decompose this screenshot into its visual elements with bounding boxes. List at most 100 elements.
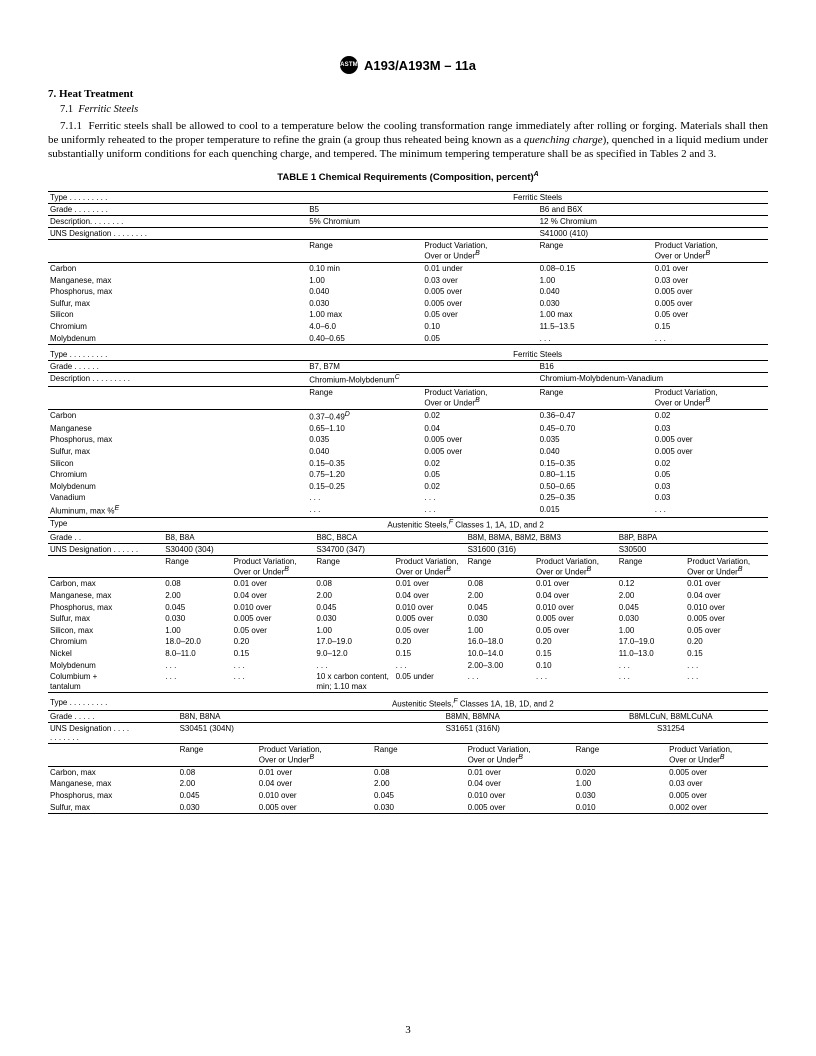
table-row: Molybdenum. . .. . .. . .. . .2.00–3.000…	[48, 660, 768, 672]
col-range: Range	[307, 240, 422, 263]
col-prodvar: Product Variation,Over or UnderB	[653, 386, 768, 409]
table-row: Chromium0.75–1.200.050.80–1.150.05	[48, 469, 768, 481]
cell: 12 % Chromium	[538, 216, 768, 228]
col-range: Range	[466, 555, 534, 578]
cell: Austenitic Steels,F Classes 1A, 1B, 1D, …	[178, 697, 768, 710]
table-row: Chromium4.0–6.00.1011.5–13.50.15	[48, 321, 768, 333]
table-row: Manganese, max2.000.04 over2.000.04 over…	[48, 590, 768, 602]
table-row: Phosphorus, max0.0450.010 over0.0450.010…	[48, 790, 768, 802]
cell: S34700 (347)	[314, 543, 465, 555]
table-row: Carbon0.37–0.49D0.020.36–0.470.02	[48, 409, 768, 423]
cell: S31651 (316N)	[372, 723, 574, 744]
col-range: Range	[538, 386, 653, 409]
table-row: Carbon0.10 min0.01 under0.08–0.150.01 ov…	[48, 263, 768, 275]
table-row: Silicon1.00 max0.05 over1.00 max0.05 ove…	[48, 309, 768, 321]
cell: B8P, B8PA	[617, 531, 768, 543]
table-row: Carbon, max0.080.01 over0.080.01 over0.0…	[48, 578, 768, 590]
table-1-block-3: TypeAustenitic Steels,F Classes 1, 1A, 1…	[48, 517, 768, 693]
table-row: Sulfur, max0.0300.005 over0.0300.005 ove…	[48, 802, 768, 814]
table-row: Vanadium. . .. . .0.25–0.350.03	[48, 492, 768, 504]
cell: B16	[538, 361, 768, 373]
col-range: Range	[372, 744, 466, 767]
cell: S30400 (304)	[163, 543, 314, 555]
table-row: Phosphorus, max0.0400.005 over0.0400.005…	[48, 286, 768, 298]
label-uns: UNS Designation . . . .. . . . . . .	[48, 723, 178, 744]
cell: B7, B7M	[307, 361, 537, 373]
label-grade: Grade . .	[48, 531, 163, 543]
cell: B5	[307, 204, 537, 216]
astm-logo-icon: ASTM	[340, 56, 358, 74]
col-range: Range	[617, 555, 685, 578]
cell: Chromium-Molybdenum-Vanadium	[538, 373, 768, 387]
cell: S31600 (316)	[466, 543, 617, 555]
label-type: Type . . . . . . . . .	[48, 697, 178, 710]
cell: S30451 (304N)	[178, 723, 372, 744]
cell: Ferritic Steels	[307, 192, 768, 204]
cell: S30500	[617, 543, 768, 555]
doc-id: A193/A193M – 11a	[364, 58, 476, 73]
table-row: Chromium18.0–20.00.2017.0–19.00.2016.0–1…	[48, 636, 768, 648]
cell: B8MLCuN, B8MLCuNA	[574, 711, 768, 723]
table-row: Molybdenum0.40–0.650.05. . .. . .	[48, 333, 768, 345]
section-heading: 7. Heat Treatment	[48, 88, 768, 100]
label-type: Type . . . . . . . . .	[48, 349, 307, 361]
table-row: Manganese, max1.000.03 over1.000.03 over	[48, 275, 768, 287]
table-row: Carbon, max0.080.01 over0.080.01 over0.0…	[48, 766, 768, 778]
cell	[307, 228, 537, 240]
label-type: Type . . . . . . . . .	[48, 192, 307, 204]
cell: Ferritic Steels	[307, 349, 768, 361]
subsection-heading: 7.1 Ferritic Steels	[60, 104, 768, 115]
col-range: Range	[538, 240, 653, 263]
col-prodvar: Product Variation,Over or UnderB	[422, 240, 537, 263]
col-range: Range	[574, 744, 668, 767]
cell: B8M, B8MA, B8M2, B8M3	[466, 531, 617, 543]
cell: B8, B8A	[163, 531, 314, 543]
table-row: Sulfur, max0.0300.005 over0.0300.005 ove…	[48, 298, 768, 310]
table-row: Manganese, max2.000.04 over2.000.04 over…	[48, 778, 768, 790]
col-prodvar: Product Variation,Over or UnderB	[232, 555, 315, 578]
cell: Chromium-MolybdenumC	[307, 373, 537, 387]
table-row: Silicon, max1.000.05 over1.000.05 over1.…	[48, 625, 768, 637]
table-1-title: TABLE 1 Chemical Requirements (Compositi…	[48, 171, 768, 183]
table-row: Phosphorus, max0.0350.005 over0.0350.005…	[48, 434, 768, 446]
paragraph-7-1-1: 7.1.1 Ferritic steels shall be allowed t…	[48, 119, 768, 161]
cell: 5% Chromium	[307, 216, 537, 228]
table-1-block-1: Type . . . . . . . . .Ferritic Steels Gr…	[48, 191, 768, 345]
cell: B8N, B8NA	[178, 711, 372, 723]
page-header: ASTM A193/A193M – 11a	[48, 56, 768, 74]
col-prodvar: Product Variation,Over or UnderB	[667, 744, 768, 767]
table-1-block-2: Type . . . . . . . . .Ferritic Steels Gr…	[48, 349, 768, 517]
table-row: Nickel8.0–11.00.159.0–12.00.1510.0–14.00…	[48, 648, 768, 660]
cell: S41000 (410)	[538, 228, 768, 240]
label-grade: Grade . . . . .	[48, 711, 178, 723]
table-1-block-4: Type . . . . . . . . .Austenitic Steels,…	[48, 697, 768, 814]
col-range: Range	[163, 555, 231, 578]
col-prodvar: Product Variation,Over or UnderB	[685, 555, 768, 578]
table-row: Manganese0.65–1.100.040.45–0.700.03	[48, 423, 768, 435]
cell: B8MN, B8MNA	[372, 711, 574, 723]
label-grade: Grade . . . . . .	[48, 361, 307, 373]
col-range: Range	[314, 555, 393, 578]
cell: S31254	[574, 723, 768, 744]
col-prodvar: Product Variation,Over or UnderB	[534, 555, 617, 578]
table-row: Phosphorus, max0.0450.010 over0.0450.010…	[48, 602, 768, 614]
label-description: Description . . . . . . . . .	[48, 373, 307, 387]
label-uns: UNS Designation . . . . . . . .	[48, 228, 307, 240]
col-prodvar: Product Variation,Over or UnderB	[422, 386, 537, 409]
table-row: Sulfur, max0.0300.005 over0.0300.005 ove…	[48, 613, 768, 625]
cell: B8C, B8CA	[314, 531, 465, 543]
cell: B6 and B6X	[538, 204, 768, 216]
label-type: Type	[48, 518, 163, 532]
cell: Austenitic Steels,F Classes 1, 1A, 1D, a…	[163, 518, 768, 532]
table-row: Silicon0.15–0.350.020.15–0.350.02	[48, 458, 768, 470]
table-row: Molybdenum0.15–0.250.020.50–0.650.03	[48, 481, 768, 493]
col-range: Range	[307, 386, 422, 409]
table-row: Columbium + tantalum. . .. . .10 x carbo…	[48, 671, 768, 692]
col-prodvar: Product Variation,Over or UnderB	[466, 744, 574, 767]
page-number: 3	[0, 1024, 816, 1036]
table-row: Aluminum, max %E. . .. . .0.015. . .	[48, 504, 768, 517]
label-grade: Grade . . . . . . . .	[48, 204, 307, 216]
col-prodvar: Product Variation,Over or UnderB	[394, 555, 466, 578]
col-prodvar: Product Variation,Over or UnderB	[653, 240, 768, 263]
table-row: Sulfur, max0.0400.005 over0.0400.005 ove…	[48, 446, 768, 458]
